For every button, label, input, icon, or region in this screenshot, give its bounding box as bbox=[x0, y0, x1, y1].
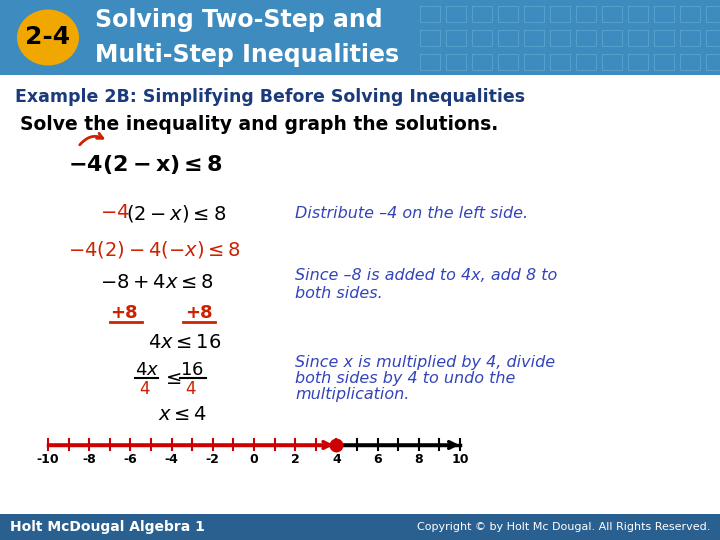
Text: $\leq$: $\leq$ bbox=[162, 368, 182, 388]
Text: -2: -2 bbox=[206, 453, 220, 466]
Text: Since x is multiplied by 4, divide: Since x is multiplied by 4, divide bbox=[295, 355, 555, 370]
Text: both sides.: both sides. bbox=[295, 286, 383, 300]
Text: $16$: $16$ bbox=[180, 361, 204, 379]
FancyBboxPatch shape bbox=[0, 514, 720, 540]
Text: $4x$: $4x$ bbox=[135, 361, 159, 379]
Text: Since –8 is added to 4x, add 8 to: Since –8 is added to 4x, add 8 to bbox=[295, 267, 557, 282]
Text: Holt McDougal Algebra 1: Holt McDougal Algebra 1 bbox=[10, 520, 205, 534]
Text: $-4$: $-4$ bbox=[100, 204, 130, 222]
Text: 10: 10 bbox=[451, 453, 469, 466]
Text: Distribute –4 on the left side.: Distribute –4 on the left side. bbox=[295, 206, 528, 220]
Text: +8: +8 bbox=[185, 304, 212, 322]
Text: $4$: $4$ bbox=[139, 380, 150, 398]
Text: $(2-x) \leq 8$: $(2-x) \leq 8$ bbox=[126, 202, 226, 224]
Text: $-4(2) - 4(-x) \leq 8$: $-4(2) - 4(-x) \leq 8$ bbox=[68, 239, 240, 260]
Text: Solving Two-Step and: Solving Two-Step and bbox=[95, 8, 382, 32]
Text: -10: -10 bbox=[37, 453, 59, 466]
Text: 8: 8 bbox=[415, 453, 423, 466]
Text: 2-4: 2-4 bbox=[25, 25, 71, 50]
Text: 6: 6 bbox=[373, 453, 382, 466]
Ellipse shape bbox=[17, 10, 79, 65]
Text: $\mathbf{-4(2-x) \leq 8}$: $\mathbf{-4(2-x) \leq 8}$ bbox=[68, 153, 223, 177]
Text: -8: -8 bbox=[82, 453, 96, 466]
Text: multiplication.: multiplication. bbox=[295, 388, 410, 402]
FancyBboxPatch shape bbox=[0, 0, 720, 75]
Text: -6: -6 bbox=[124, 453, 138, 466]
Text: 2: 2 bbox=[291, 453, 300, 466]
Text: +8: +8 bbox=[110, 304, 138, 322]
Text: $4$: $4$ bbox=[185, 380, 197, 398]
Text: Example 2B: Simplifying Before Solving Inequalities: Example 2B: Simplifying Before Solving I… bbox=[15, 88, 525, 106]
Text: $4x \leq 16$: $4x \leq 16$ bbox=[148, 334, 222, 353]
Text: $-8 + 4x \leq 8$: $-8 + 4x \leq 8$ bbox=[100, 273, 214, 293]
Text: 0: 0 bbox=[250, 453, 258, 466]
Text: Copyright © by Holt Mc Dougal. All Rights Reserved.: Copyright © by Holt Mc Dougal. All Right… bbox=[417, 522, 710, 532]
Text: 4: 4 bbox=[332, 453, 341, 466]
Text: $x \leq 4$: $x \leq 4$ bbox=[158, 406, 207, 424]
Text: Solve the inequality and graph the solutions.: Solve the inequality and graph the solut… bbox=[20, 116, 498, 134]
Text: -4: -4 bbox=[165, 453, 179, 466]
Text: both sides by 4 to undo the: both sides by 4 to undo the bbox=[295, 372, 516, 387]
Text: Multi-Step Inequalities: Multi-Step Inequalities bbox=[95, 43, 399, 67]
